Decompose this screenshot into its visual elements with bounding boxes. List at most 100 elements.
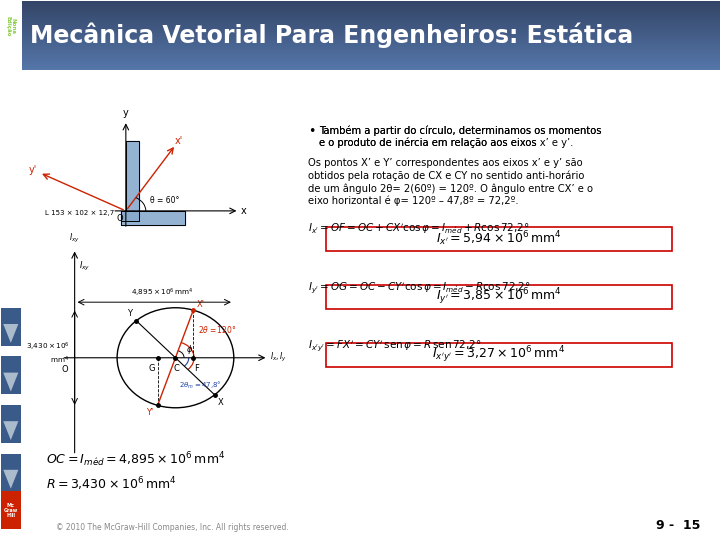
Bar	[22, 39, 720, 40]
Text: Também a partir do círculo, determinamos os momentos
e o produto de inércia em r: Também a partir do círculo, determinamos…	[320, 125, 602, 148]
FancyBboxPatch shape	[326, 285, 672, 309]
Text: $I_{x'y'} = 3{,}27\times10^{6}\,\mathrm{mm}^4$: $I_{x'y'} = 3{,}27\times10^{6}\,\mathrm{…	[432, 345, 565, 365]
Bar	[22, 44, 720, 45]
Text: e o produto de inércia em relação aos eixos x’ e y’.: e o produto de inércia em relação aos ei…	[320, 138, 574, 149]
Text: obtidos pela rotação de CX e CY no sentido anti-horário: obtidos pela rotação de CX e CY no senti…	[307, 171, 584, 181]
Text: $\mathrm{mm}^4$: $\mathrm{mm}^4$	[50, 354, 69, 366]
Text: $I_x, I_y$: $I_x, I_y$	[269, 351, 287, 364]
Bar	[22, 68, 720, 70]
Text: y': y'	[29, 165, 37, 175]
Bar	[22, 23, 720, 25]
Text: $I_{y'} = OG = OC - CY'\cos\varphi = I_{m\acute{e}d} - R\cos 72{,}2°$: $I_{y'} = OG = OC - CY'\cos\varphi = I_{…	[307, 280, 531, 295]
Text: θ = 60°: θ = 60°	[150, 196, 180, 205]
Text: $4{,}895\times10^6\,\mathrm{mm}^4$: $4{,}895\times10^6\,\mathrm{mm}^4$	[131, 287, 194, 300]
Bar	[22, 22, 720, 23]
Text: $2\theta = 120°$: $2\theta = 120°$	[198, 324, 237, 335]
Bar	[22, 31, 720, 33]
Bar	[22, 40, 720, 42]
Bar	[22, 52, 720, 54]
Text: $I_{xy}$: $I_{xy}$	[69, 232, 80, 245]
Text: F: F	[194, 364, 199, 373]
Text: de um ângulo 2θ= 2(60º) = 120º. O ângulo entre CX’ e o: de um ângulo 2θ= 2(60º) = 120º. O ângulo…	[307, 183, 593, 193]
Bar	[22, 63, 720, 64]
Polygon shape	[3, 324, 19, 343]
Bar	[22, 50, 720, 51]
Bar	[22, 61, 720, 63]
Polygon shape	[121, 211, 185, 225]
Text: x': x'	[174, 136, 183, 146]
Bar	[22, 65, 720, 66]
Bar	[22, 33, 720, 35]
Bar	[22, 42, 720, 43]
Bar	[22, 6, 720, 8]
Bar	[22, 43, 720, 44]
Text: Mc
Graw
Hill: Mc Graw Hill	[4, 503, 18, 518]
Bar	[22, 47, 720, 49]
Text: $I_{y'} = 3{,}85\times10^{6}\,\mathrm{mm}^4$: $I_{y'} = 3{,}85\times10^{6}\,\mathrm{mm…	[436, 287, 562, 307]
Bar	[22, 5, 720, 6]
FancyBboxPatch shape	[326, 343, 672, 367]
Polygon shape	[3, 373, 19, 392]
Text: O: O	[117, 214, 123, 224]
Text: G: G	[149, 364, 156, 373]
Text: $I_{x'} = OF = OC + CX'\cos\varphi = I_{m\acute{e}d} + R\cos 72{,}2°$: $I_{x'} = OF = OC + CX'\cos\varphi = I_{…	[307, 222, 529, 237]
Bar	[22, 60, 720, 61]
Bar	[22, 45, 720, 47]
Text: $2\theta_m = 47{,}8°$: $2\theta_m = 47{,}8°$	[179, 379, 222, 390]
Bar	[22, 12, 720, 14]
Bar	[22, 54, 720, 56]
FancyBboxPatch shape	[326, 227, 672, 251]
Polygon shape	[121, 141, 140, 221]
Text: 9 -  15: 9 - 15	[656, 519, 701, 532]
Bar	[22, 9, 720, 10]
Text: © 2010 The McGraw-Hill Companies, Inc. All rights reserved.: © 2010 The McGraw-Hill Companies, Inc. A…	[55, 523, 288, 532]
Bar	[22, 37, 720, 39]
Text: Y: Y	[127, 309, 132, 318]
Text: x: x	[241, 206, 247, 216]
Bar	[22, 14, 720, 15]
Bar	[22, 51, 720, 52]
Bar	[22, 10, 720, 12]
Bar	[22, 49, 720, 50]
Bar	[22, 30, 720, 31]
Bar	[22, 35, 720, 36]
Text: $OC = I_{m\acute{e}d} = 4{,}895\times10^{6}\,\mathrm{mm}^4$: $OC = I_{m\acute{e}d} = 4{,}895\times10^…	[46, 450, 225, 469]
Bar	[22, 15, 720, 16]
Bar	[22, 29, 720, 30]
Polygon shape	[3, 421, 19, 440]
Text: $I_{xy}$: $I_{xy}$	[78, 260, 90, 273]
Text: y: y	[123, 107, 129, 118]
FancyBboxPatch shape	[1, 308, 20, 346]
Text: X: X	[218, 398, 224, 407]
Bar	[22, 3, 720, 5]
Text: $3{,}430\times10^6$: $3{,}430\times10^6$	[25, 340, 69, 353]
Text: Nona
Edição: Nona Edição	[6, 16, 16, 37]
Text: Y': Y'	[146, 408, 153, 417]
Bar	[22, 64, 720, 65]
Text: X': X'	[197, 300, 204, 309]
Text: L 153 × 102 × 12,7: L 153 × 102 × 12,7	[45, 210, 114, 216]
Bar	[22, 25, 720, 26]
Text: $\phi$: $\phi$	[186, 343, 193, 356]
Bar	[22, 58, 720, 60]
Text: Problema Resolvido 9.8: Problema Resolvido 9.8	[29, 80, 267, 98]
Text: $I_{x'y'} = FX' = CY'\,\mathrm{sen}\,\varphi = R\,\mathrm{sen}\,72{,}2°$: $I_{x'y'} = FX' = CY'\,\mathrm{sen}\,\va…	[307, 338, 482, 353]
FancyBboxPatch shape	[1, 454, 20, 491]
FancyBboxPatch shape	[1, 491, 20, 529]
Bar	[22, 57, 720, 58]
FancyBboxPatch shape	[1, 356, 20, 394]
Bar	[22, 8, 720, 9]
Polygon shape	[3, 470, 19, 489]
Text: $I_{x'} = 5{,}94\times10^{6}\,\mathrm{mm}^4$: $I_{x'} = 5{,}94\times10^{6}\,\mathrm{mm…	[436, 230, 562, 248]
FancyBboxPatch shape	[1, 405, 20, 443]
Text: Mecânica Vetorial Para Engenheiros: Estática: Mecânica Vetorial Para Engenheiros: Está…	[30, 22, 633, 48]
Bar	[22, 26, 720, 28]
Bar	[22, 28, 720, 29]
Text: $R = 3{,}430\times10^{6}\,\mathrm{mm}^4$: $R = 3{,}430\times10^{6}\,\mathrm{mm}^4$	[46, 475, 176, 492]
Bar	[22, 2, 720, 3]
Text: •: •	[307, 125, 315, 138]
Text: O: O	[61, 364, 68, 374]
Text: C: C	[174, 364, 180, 373]
Bar	[22, 66, 720, 68]
Bar	[22, 17, 720, 19]
